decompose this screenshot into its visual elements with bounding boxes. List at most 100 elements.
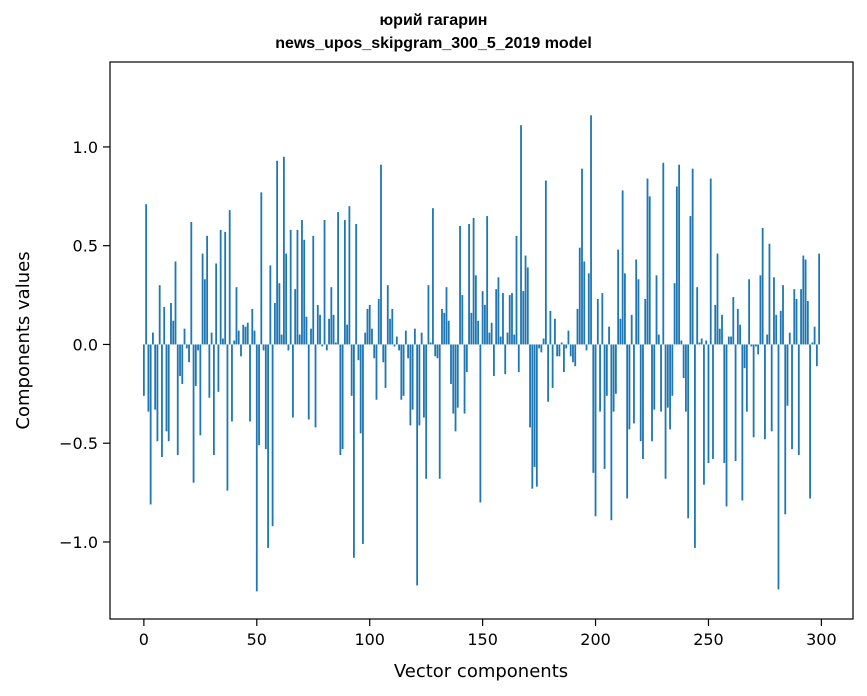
bar	[795, 299, 798, 345]
y-tick-label: −0.5	[59, 434, 98, 453]
bar	[558, 344, 561, 357]
bar	[662, 162, 665, 345]
bar	[167, 344, 170, 442]
bar	[581, 168, 583, 345]
bar	[664, 344, 667, 479]
bar	[716, 253, 719, 345]
bar	[515, 235, 518, 345]
bar	[375, 344, 378, 400]
bar	[723, 344, 726, 463]
bar	[793, 289, 796, 345]
bar	[691, 168, 694, 345]
bar	[242, 324, 245, 345]
bar	[784, 344, 787, 515]
bar	[294, 289, 297, 345]
bar	[362, 344, 364, 544]
bar	[626, 344, 629, 499]
bar	[380, 164, 382, 345]
bar	[382, 344, 385, 363]
bar	[463, 344, 466, 414]
bar	[450, 344, 452, 384]
bar	[226, 344, 229, 491]
bar	[301, 220, 303, 345]
bar	[698, 342, 701, 345]
bar	[314, 344, 317, 428]
y-tick-label: −1.0	[59, 533, 98, 552]
bar	[203, 279, 206, 345]
bar	[292, 344, 294, 418]
x-tick-label: 200	[580, 630, 611, 649]
bar	[249, 344, 251, 422]
bar	[766, 334, 769, 345]
bar	[502, 293, 504, 345]
bar	[526, 267, 529, 345]
bar	[312, 235, 315, 345]
x-tick-label: 250	[693, 630, 724, 649]
bar	[504, 344, 507, 375]
bar	[779, 310, 782, 345]
bar	[366, 308, 369, 345]
bar	[730, 336, 732, 345]
bar	[156, 344, 159, 442]
bar	[712, 344, 714, 460]
bar	[520, 125, 522, 345]
bar	[660, 344, 662, 412]
bar	[610, 344, 613, 521]
bar	[788, 332, 791, 345]
bar	[402, 344, 405, 396]
bar	[386, 285, 389, 345]
bar	[231, 344, 233, 422]
bar	[391, 308, 394, 345]
bar	[651, 344, 653, 442]
bar	[434, 344, 437, 357]
bar	[574, 344, 577, 367]
bar	[161, 344, 163, 458]
bar	[454, 344, 457, 432]
bar	[240, 344, 242, 357]
bar	[470, 312, 473, 345]
bar	[703, 344, 705, 485]
bar	[355, 223, 358, 345]
bar	[714, 304, 717, 345]
bar	[212, 344, 215, 456]
bar	[452, 344, 455, 414]
bar	[608, 326, 610, 345]
bar	[675, 186, 678, 345]
bar	[237, 330, 240, 345]
bar	[594, 344, 597, 517]
bar	[343, 220, 346, 345]
bar	[535, 344, 538, 487]
bar	[653, 344, 656, 410]
bar	[569, 344, 572, 357]
bar	[802, 255, 805, 345]
bar	[472, 218, 475, 345]
bar	[219, 229, 222, 345]
bar	[303, 239, 306, 345]
bar	[745, 344, 748, 412]
bar	[149, 344, 152, 505]
bar	[251, 308, 254, 345]
bar	[488, 332, 491, 345]
bar	[235, 287, 238, 345]
x-tick-label: 0	[139, 630, 149, 649]
bar	[353, 344, 355, 558]
bar	[179, 344, 181, 377]
bar	[398, 344, 400, 351]
bar	[465, 344, 468, 373]
bar	[368, 304, 371, 345]
bar	[614, 344, 617, 394]
bar	[147, 344, 150, 412]
bar	[341, 344, 344, 450]
bar	[678, 164, 681, 345]
bar	[603, 344, 606, 469]
bar	[486, 216, 489, 345]
bar	[389, 318, 391, 345]
bar	[321, 344, 324, 347]
bar	[459, 225, 461, 345]
bar	[601, 293, 604, 345]
bar	[547, 344, 550, 402]
bar	[538, 344, 540, 349]
bar	[542, 338, 545, 345]
bar	[174, 261, 177, 345]
bar	[578, 247, 581, 345]
